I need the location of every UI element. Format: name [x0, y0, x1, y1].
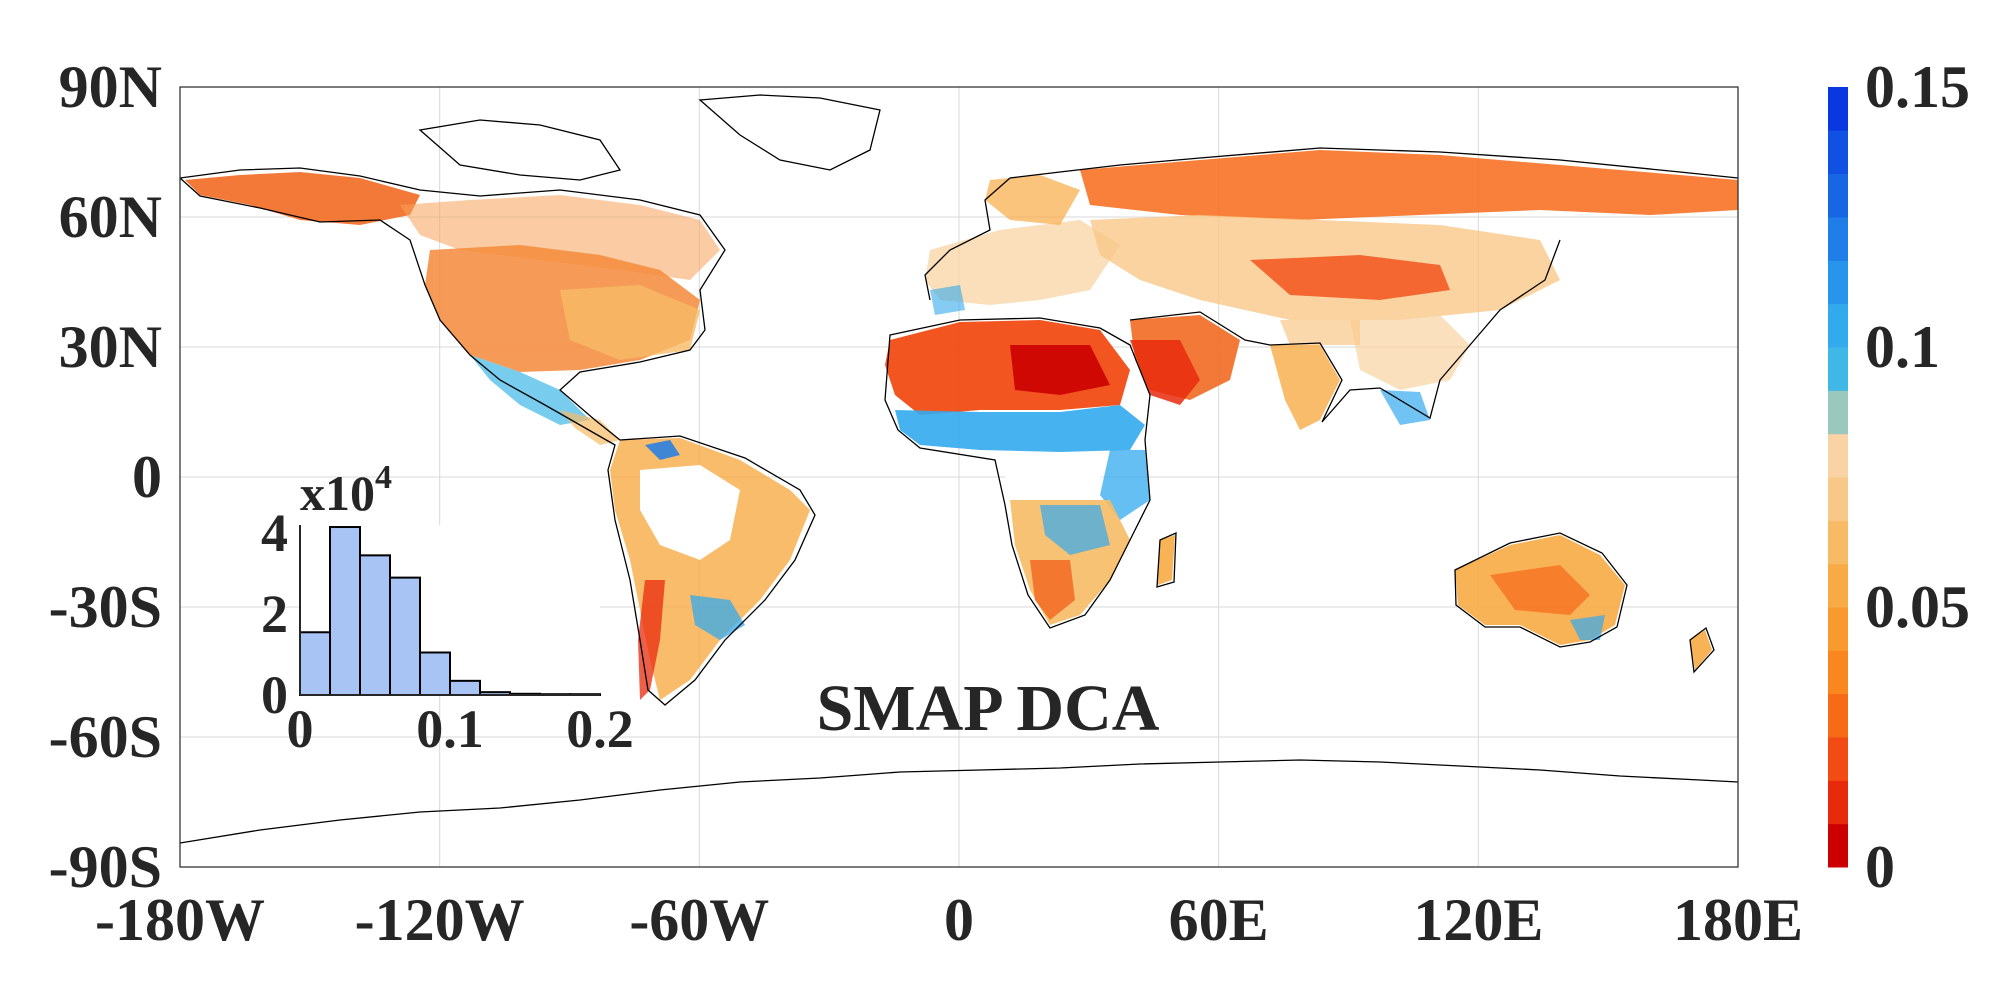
colorbar-segment [1828, 87, 1848, 131]
land-china-east [1350, 315, 1470, 390]
coastlines [180, 94, 1738, 844]
colorbar-segment [1828, 607, 1848, 651]
x-tick-label: 120E [1413, 887, 1543, 953]
land-sahel [895, 405, 1145, 452]
x-axis-ticks: -180W -120W -60W 0 60E 120E 180E [95, 887, 1803, 953]
colorbar-segment [1828, 737, 1848, 781]
land-mongolia [1250, 255, 1450, 300]
x-tick-label: -180W [95, 887, 265, 953]
colorbar-segment [1828, 563, 1848, 608]
land-canada [400, 195, 720, 280]
colorbar-segment [1828, 260, 1848, 305]
colorbar-segment [1828, 217, 1848, 261]
colorbar-tick-label: 0 [1865, 834, 1895, 900]
land-amazon-blank [640, 465, 740, 560]
colorbar-segment [1828, 520, 1848, 565]
inset-exponent-power: 4 [375, 459, 392, 496]
land-southern-africa-blue [1040, 505, 1110, 555]
inset-x-tick-label: 0 [287, 699, 314, 759]
x-tick-label: -120W [355, 887, 525, 953]
colorbar-segment [1828, 173, 1848, 218]
y-tick-label: -30S [49, 574, 162, 640]
inset-y-tick-label: 2 [261, 584, 288, 644]
map-axes-border [179, 86, 1739, 868]
colorbar-tick-label: 0.05 [1865, 574, 1970, 640]
land-scandinavia [985, 175, 1080, 225]
land-pampas-blue [690, 595, 745, 640]
histogram-bar [299, 631, 331, 696]
land-usa-east [560, 285, 700, 360]
land-arabia [1130, 340, 1200, 405]
land-congo-blank [1000, 455, 1110, 505]
colorbar-ticks: 0 0.05 0.1 0.15 [1865, 54, 1970, 900]
histogram-bar [449, 679, 481, 696]
x-tick-label: 60E [1169, 887, 1269, 953]
land-australia-interior [1490, 565, 1590, 615]
land-europe [925, 220, 1120, 305]
inset-y-tick-label: 4 [261, 503, 288, 563]
land-india [1270, 345, 1340, 430]
inset-x-tick-label: 0.1 [416, 699, 484, 759]
colorbar-tick-label: 0.15 [1865, 54, 1970, 120]
histogram-bar [359, 554, 391, 696]
y-tick-label: -90S [49, 834, 162, 900]
land-data-layer [185, 150, 1738, 700]
y-tick-label: 90N [59, 54, 162, 120]
colorbar-segment [1828, 303, 1848, 348]
land-siberia [1080, 150, 1738, 220]
histogram-bar [329, 526, 361, 696]
colorbar-segment [1828, 780, 1848, 825]
inset-x-tick-label: 0.2 [566, 699, 634, 759]
inset-exponent-label: x104 [300, 459, 392, 521]
inset-x-ticks: 0 0.1 0.2 [287, 699, 634, 759]
inset-histogram: 0 0.1 0.2 0 2 4 x104 [261, 459, 634, 759]
colorbar-tick-label: 0.1 [1865, 314, 1940, 380]
inset-y-tick-label: 0 [261, 665, 288, 725]
y-tick-label: 60N [59, 184, 162, 250]
land-venezuela-blue [645, 440, 680, 460]
y-tick-label: 0 [132, 444, 162, 510]
x-tick-label: 0 [944, 887, 974, 953]
land-madagascar [1158, 535, 1175, 585]
land-central-america [560, 410, 620, 445]
y-tick-label: -60S [49, 704, 162, 770]
histogram-bar [389, 576, 421, 696]
colorbar [1828, 87, 1848, 868]
inset-exponent-base: x10 [300, 465, 375, 521]
colorbar-segment [1828, 433, 1848, 478]
land-sahara-core [1010, 345, 1110, 395]
land-new-zealand [1690, 630, 1712, 670]
inset-y-ticks: 0 2 4 [261, 503, 288, 725]
colorbar-segment [1828, 650, 1848, 695]
land-australia-se-blue [1570, 615, 1605, 640]
colorbar-segment [1828, 477, 1848, 521]
x-tick-label: 180E [1673, 887, 1803, 953]
y-tick-label: 30N [59, 314, 162, 380]
land-tibet [1280, 320, 1360, 345]
colorbar-segment [1828, 347, 1848, 391]
histogram-bar [419, 651, 451, 696]
y-axis-ticks: 90N 60N 30N 0 -30S -60S -90S [49, 54, 162, 900]
colorbar-segment [1828, 390, 1848, 435]
land-iberia-blue [930, 285, 965, 315]
x-tick-label: -60W [629, 887, 769, 953]
land-alaska [185, 172, 420, 225]
colorbar-segment [1828, 823, 1848, 868]
land-kalahari [1030, 560, 1075, 620]
land-east-africa [1100, 450, 1150, 520]
map-title: SMAP DCA [817, 672, 1160, 745]
land-se-asia-blue [1380, 390, 1430, 425]
colorbar-segment [1828, 693, 1848, 738]
land-mexico [470, 355, 590, 425]
colorbar-segment [1828, 130, 1848, 175]
